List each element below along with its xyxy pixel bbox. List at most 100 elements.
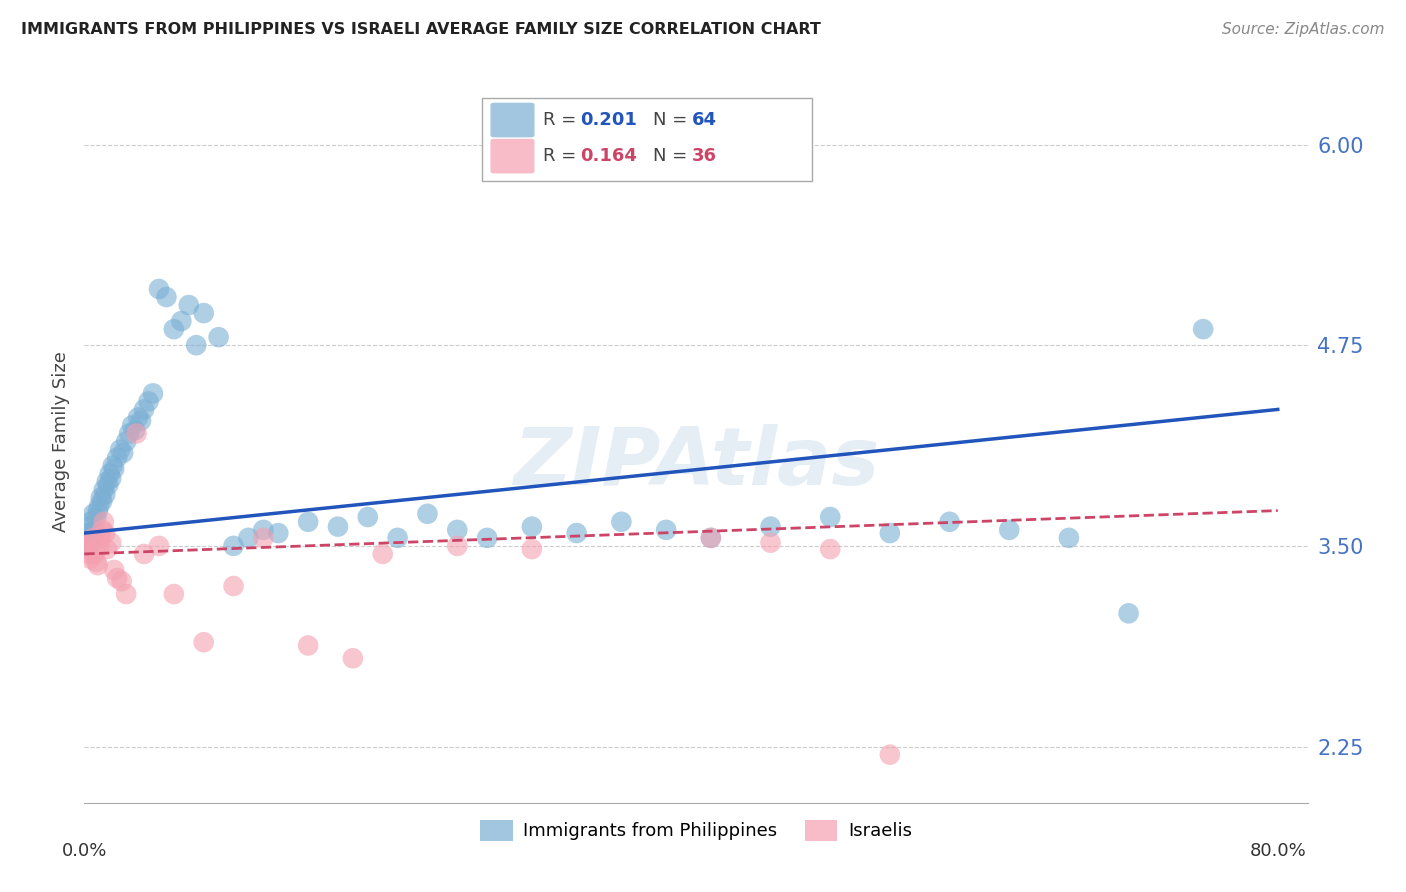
Point xyxy=(98,467,121,481)
Text: N =: N = xyxy=(654,111,693,129)
Point xyxy=(252,523,274,537)
Point xyxy=(938,515,960,529)
Point xyxy=(446,523,468,537)
Point xyxy=(97,478,120,492)
Point xyxy=(142,386,165,401)
Point xyxy=(80,531,103,545)
Point xyxy=(371,547,394,561)
Point xyxy=(387,531,409,545)
Point xyxy=(132,547,155,561)
Point xyxy=(170,314,193,328)
FancyBboxPatch shape xyxy=(491,103,534,137)
Point xyxy=(1192,322,1215,336)
Point xyxy=(193,306,215,320)
Point xyxy=(475,531,498,545)
Point xyxy=(148,539,170,553)
Point xyxy=(818,510,841,524)
Point xyxy=(342,651,364,665)
Point xyxy=(75,539,97,553)
Point xyxy=(222,579,245,593)
Point xyxy=(207,330,229,344)
Point xyxy=(222,539,245,553)
Legend: Immigrants from Philippines, Israelis: Immigrants from Philippines, Israelis xyxy=(472,813,920,848)
Text: N =: N = xyxy=(654,147,693,165)
Point xyxy=(87,558,110,573)
Point xyxy=(105,571,128,585)
Point xyxy=(610,515,633,529)
Point xyxy=(77,547,100,561)
Point xyxy=(79,515,101,529)
Point xyxy=(91,494,114,508)
Point xyxy=(163,322,186,336)
Point xyxy=(83,523,105,537)
Point xyxy=(115,587,138,601)
Point xyxy=(879,526,901,541)
Point xyxy=(118,426,141,441)
Point xyxy=(90,491,112,505)
Text: IMMIGRANTS FROM PHILIPPINES VS ISRAELI AVERAGE FAMILY SIZE CORRELATION CHART: IMMIGRANTS FROM PHILIPPINES VS ISRAELI A… xyxy=(21,22,821,37)
Text: Source: ZipAtlas.com: Source: ZipAtlas.com xyxy=(1222,22,1385,37)
Point xyxy=(125,426,148,441)
Point xyxy=(520,542,543,557)
Point xyxy=(103,462,125,476)
Point xyxy=(252,531,274,545)
Point xyxy=(121,418,143,433)
Text: 80.0%: 80.0% xyxy=(1250,842,1306,860)
Point xyxy=(96,542,118,557)
Point xyxy=(127,410,149,425)
Point xyxy=(100,535,122,549)
Point xyxy=(82,531,104,545)
Point xyxy=(759,519,782,533)
Point xyxy=(416,507,439,521)
FancyBboxPatch shape xyxy=(482,98,813,181)
FancyBboxPatch shape xyxy=(491,139,534,173)
Point xyxy=(177,298,200,312)
Text: R =: R = xyxy=(543,111,582,129)
Text: ZIPAtlas: ZIPAtlas xyxy=(513,425,879,502)
Point xyxy=(565,526,588,541)
Point xyxy=(89,499,111,513)
Text: 64: 64 xyxy=(692,111,717,129)
Point xyxy=(1118,607,1140,621)
Point xyxy=(101,458,124,473)
Point xyxy=(80,535,103,549)
Point xyxy=(1057,531,1080,545)
Point xyxy=(138,394,160,409)
Point xyxy=(998,523,1021,537)
Y-axis label: Average Family Size: Average Family Size xyxy=(52,351,70,532)
Point xyxy=(94,526,117,541)
Point xyxy=(115,434,138,449)
Point xyxy=(297,515,319,529)
Point xyxy=(818,542,841,557)
Point xyxy=(93,483,115,497)
Point xyxy=(759,535,782,549)
Point xyxy=(108,442,131,457)
Text: R =: R = xyxy=(543,147,582,165)
Point xyxy=(105,450,128,465)
Point xyxy=(879,747,901,762)
Point xyxy=(267,526,290,541)
Point xyxy=(82,507,104,521)
Text: 36: 36 xyxy=(692,147,717,165)
Point xyxy=(76,542,98,557)
Text: 0.0%: 0.0% xyxy=(62,842,107,860)
Point xyxy=(89,539,111,553)
Point xyxy=(148,282,170,296)
Point xyxy=(124,423,146,437)
Text: 0.164: 0.164 xyxy=(579,147,637,165)
Text: 0.201: 0.201 xyxy=(579,111,637,129)
Point xyxy=(357,510,380,524)
Point xyxy=(111,574,134,589)
Point xyxy=(87,503,110,517)
Point xyxy=(93,515,115,529)
Point xyxy=(655,523,678,537)
Point xyxy=(84,510,107,524)
Point xyxy=(520,519,543,533)
Point xyxy=(83,547,105,561)
Point xyxy=(79,551,101,566)
Point xyxy=(84,555,107,569)
Point xyxy=(326,519,349,533)
Point xyxy=(700,531,723,545)
Point xyxy=(238,531,260,545)
Point xyxy=(103,563,125,577)
